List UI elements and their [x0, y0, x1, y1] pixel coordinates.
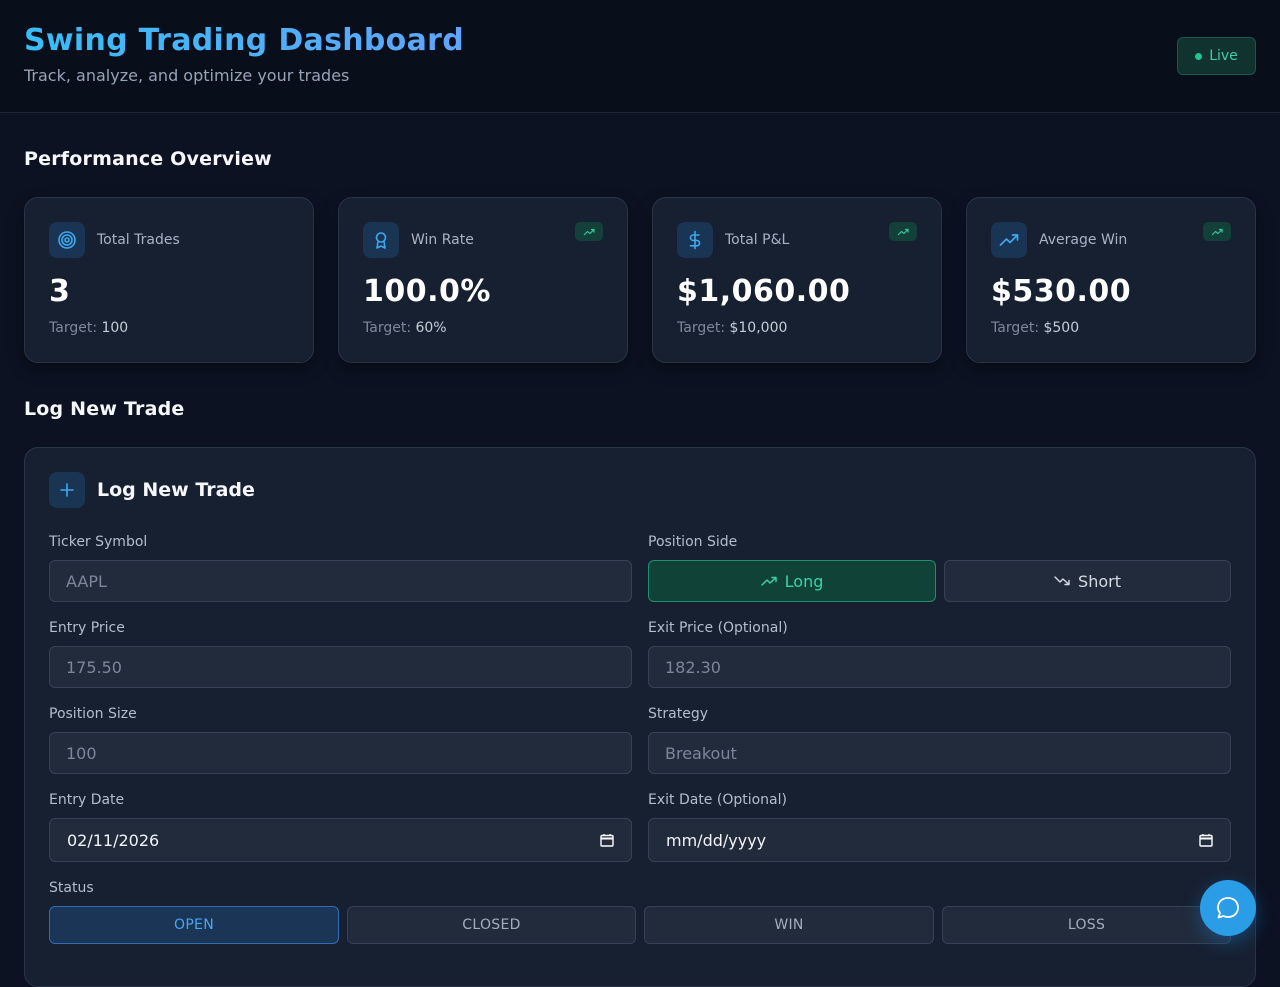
award-icon — [363, 222, 399, 258]
target-prefix: Target: — [991, 320, 1040, 336]
stat-value: 3 — [49, 274, 71, 309]
app-header: Swing Trading Dashboard Track, analyze, … — [0, 0, 1280, 113]
target-value: $10,000 — [729, 320, 788, 336]
target-prefix: Target: — [363, 320, 412, 336]
app-subtitle: Track, analyze, and optimize your trades — [24, 66, 350, 85]
target-prefix: Target: — [49, 320, 98, 336]
chat-button[interactable] — [1200, 880, 1256, 936]
stat-target: Target: $10,000 — [677, 320, 787, 337]
app-title: Swing Trading Dashboard — [24, 23, 464, 58]
target-prefix: Target: — [677, 320, 726, 336]
status-win-button[interactable]: WIN — [644, 906, 934, 944]
trend-up-icon — [1203, 222, 1231, 241]
performance-overview-title: Performance Overview — [24, 148, 272, 170]
form-title: Log New Trade — [97, 479, 255, 501]
exit-price-input[interactable] — [648, 646, 1231, 688]
log-trade-form: Log New Trade Ticker Symbol Position Sid… — [24, 447, 1256, 987]
live-status-badge: Live — [1177, 37, 1256, 75]
status-closed-button[interactable]: CLOSED — [347, 906, 636, 944]
trending-up-icon — [760, 576, 777, 586]
position-size-label: Position Size — [49, 706, 137, 722]
calendar-icon[interactable] — [600, 833, 614, 847]
target-value: 100 — [101, 320, 129, 336]
ticker-input[interactable] — [49, 560, 632, 602]
stat-target: Target: 100 — [49, 320, 128, 337]
status-label: Status — [49, 880, 94, 896]
side-short-label: Short — [1078, 571, 1121, 591]
stat-target: Target: $500 — [991, 320, 1079, 337]
target-icon — [49, 222, 85, 258]
position-side-label: Position Side — [648, 534, 738, 550]
ticker-label: Ticker Symbol — [49, 534, 148, 550]
stat-card-average-win: Average Win $530.00 Target: $500 — [966, 197, 1256, 363]
target-value: $500 — [1043, 320, 1080, 336]
trend-up-icon — [575, 222, 603, 241]
live-dot-icon — [1195, 52, 1203, 60]
side-short-button[interactable]: Short — [944, 560, 1231, 602]
live-label: Live — [1209, 48, 1238, 64]
strategy-label: Strategy — [648, 706, 708, 722]
target-value: 60% — [415, 320, 447, 336]
dollar-icon — [677, 222, 713, 258]
stat-value: 100.0% — [363, 274, 491, 309]
exit-price-label: Exit Price (Optional) — [648, 620, 788, 636]
chat-icon — [1217, 897, 1239, 919]
stat-label: Total P&L — [725, 232, 790, 248]
status-open-button[interactable]: OPEN — [49, 906, 339, 944]
side-long-label: Long — [784, 571, 824, 591]
exit-date-label: Exit Date (Optional) — [648, 792, 787, 808]
entry-date-input[interactable]: 02/11/2026 — [49, 818, 632, 862]
log-trade-section-title: Log New Trade — [24, 398, 185, 420]
entry-price-label: Entry Price — [49, 620, 125, 636]
stat-card-total-trades: Total Trades 3 Target: 100 — [24, 197, 314, 363]
stat-value: $1,060.00 — [677, 274, 851, 309]
position-size-input[interactable] — [49, 732, 632, 774]
entry-date-value: 02/11/2026 — [67, 830, 160, 850]
trend-up-icon — [889, 222, 917, 241]
trending-up-icon — [991, 222, 1027, 258]
entry-date-label: Entry Date — [49, 792, 125, 808]
stat-card-total-pnl: Total P&L $1,060.00 Target: $10,000 — [652, 197, 942, 363]
entry-price-input[interactable] — [49, 646, 632, 688]
status-loss-button[interactable]: LOSS — [942, 906, 1231, 944]
calendar-icon[interactable] — [1199, 833, 1213, 847]
stat-label: Win Rate — [411, 232, 474, 248]
exit-date-value: mm/dd/yyyy — [666, 830, 767, 850]
stat-value: $530.00 — [991, 274, 1132, 309]
exit-date-input[interactable]: mm/dd/yyyy — [648, 818, 1231, 862]
trending-down-icon — [1054, 576, 1070, 586]
strategy-input[interactable] — [648, 732, 1231, 774]
stat-label: Total Trades — [97, 232, 180, 248]
stat-target: Target: 60% — [363, 320, 447, 337]
plus-icon — [49, 472, 85, 508]
side-long-button[interactable]: Long — [648, 560, 936, 602]
stat-label: Average Win — [1039, 232, 1128, 248]
stat-card-win-rate: Win Rate 100.0% Target: 60% — [338, 197, 628, 363]
